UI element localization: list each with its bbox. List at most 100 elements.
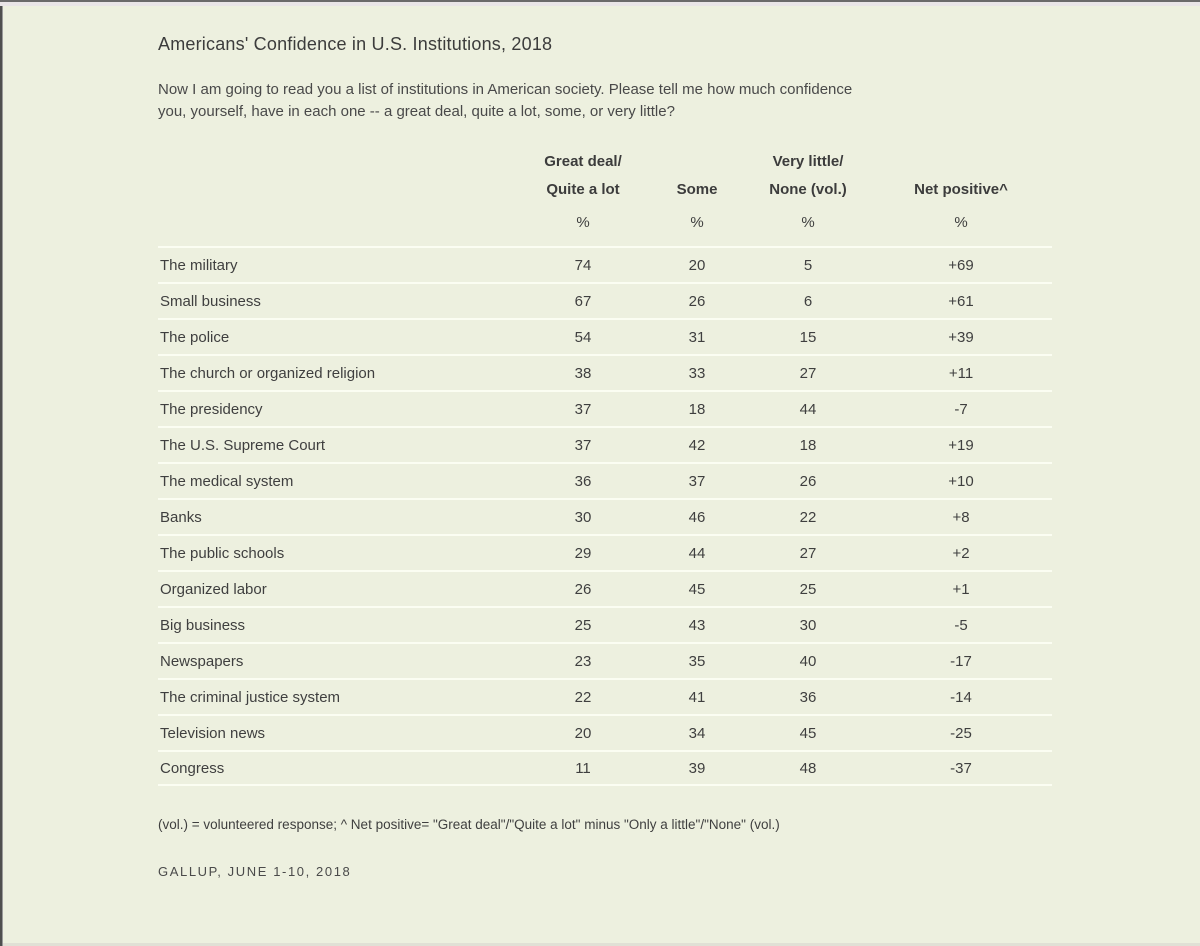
table-row: Banks 30 46 22 +8 (158, 498, 1052, 534)
footnote-text: (vol.) = volunteered response; ^ Net pos… (158, 817, 780, 832)
institution-label: Television news (160, 724, 266, 742)
some-value: 45 (688, 580, 706, 598)
net-positive-value: -5 (954, 616, 968, 634)
confidence-table: Great deal/ Very little/ Quite a lot Som… (158, 148, 1052, 786)
table-row: The U.S. Supreme Court 37 42 18 +19 (158, 426, 1052, 462)
institution-label: Banks (160, 508, 202, 526)
window-left-edge (0, 6, 2, 946)
net-positive-value: +39 (948, 328, 974, 346)
net-positive-value: +10 (948, 472, 974, 490)
table-row: The church or organized religion 38 33 2… (158, 354, 1052, 390)
very-little-value: 36 (799, 688, 817, 706)
table-body: The military 74 20 5 +69 Small business … (158, 246, 1052, 786)
institution-label: Newspapers (160, 652, 244, 670)
great-deal-value: 20 (574, 724, 592, 742)
table-row: Big business 25 43 30 -5 (158, 606, 1052, 642)
page-title: Americans' Confidence in U.S. Institutio… (158, 34, 553, 54)
great-deal-value: 22 (574, 688, 592, 706)
very-little-value: 45 (799, 724, 817, 742)
great-deal-value: 38 (574, 364, 592, 382)
some-value: 31 (688, 328, 706, 346)
table-row: Organized labor 26 45 25 +1 (158, 570, 1052, 606)
net-positive-value: +69 (948, 256, 974, 274)
great-deal-value: 67 (574, 292, 592, 310)
net-positive-value: +2 (952, 544, 970, 562)
great-deal-value: 25 (574, 616, 592, 634)
header-great-deal-line2: Quite a lot (546, 181, 620, 198)
institution-label: The public schools (160, 544, 285, 562)
table-row: The public schools 29 44 27 +2 (158, 534, 1052, 570)
some-value: 39 (688, 759, 706, 777)
header-some-line2: Some (676, 181, 718, 198)
net-positive-value: +1 (952, 580, 970, 598)
very-little-value: 44 (799, 400, 817, 418)
window-top-strip (0, 2, 1200, 6)
table-unit-row: % % % % (158, 210, 1052, 246)
table-header-line1: Great deal/ Very little/ (158, 148, 1052, 176)
window-top-edge (0, 0, 1200, 2)
institution-label: The medical system (160, 472, 294, 490)
unit-very-little: % (801, 214, 815, 231)
some-value: 42 (688, 436, 706, 454)
table-row: Newspapers 23 35 40 -17 (158, 642, 1052, 678)
header-net-positive-line2: Net positive^ (914, 181, 1008, 198)
very-little-value: 27 (799, 544, 817, 562)
some-value: 26 (688, 292, 706, 310)
net-positive-value: -14 (950, 688, 972, 706)
some-value: 35 (688, 652, 706, 670)
institution-label: The military (160, 256, 238, 274)
some-value: 41 (688, 688, 706, 706)
table-row: Television news 20 34 45 -25 (158, 714, 1052, 750)
institution-label: The presidency (160, 400, 263, 418)
some-value: 43 (688, 616, 706, 634)
net-positive-value: +19 (948, 436, 974, 454)
table-row: The presidency 37 18 44 -7 (158, 390, 1052, 426)
very-little-value: 15 (799, 328, 817, 346)
net-positive-value: -37 (950, 759, 972, 777)
great-deal-value: 74 (574, 256, 592, 274)
net-positive-value: -7 (954, 400, 968, 418)
institution-label: Congress (160, 759, 225, 777)
very-little-value: 30 (799, 616, 817, 634)
net-positive-value: +8 (952, 508, 970, 526)
great-deal-value: 54 (574, 328, 592, 346)
very-little-value: 26 (799, 472, 817, 490)
net-positive-value: +11 (948, 364, 974, 382)
great-deal-value: 26 (574, 580, 592, 598)
great-deal-value: 29 (574, 544, 592, 562)
table-row: Congress 11 39 48 -37 (158, 750, 1052, 786)
institution-label: The church or organized religion (160, 364, 376, 382)
very-little-value: 48 (799, 759, 817, 777)
great-deal-value: 23 (574, 652, 592, 670)
some-value: 20 (688, 256, 706, 274)
institution-label: The criminal justice system (160, 688, 341, 706)
header-very-little-line2: None (vol.) (769, 181, 847, 198)
great-deal-value: 36 (574, 472, 592, 490)
table-header-line2: Quite a lot Some None (vol.) Net positiv… (158, 176, 1052, 204)
some-value: 44 (688, 544, 706, 562)
header-great-deal-line1: Great deal/ (544, 153, 622, 170)
table-row: The criminal justice system 22 41 36 -14 (158, 678, 1052, 714)
great-deal-value: 11 (575, 759, 591, 777)
institution-label: Small business (160, 292, 261, 310)
unit-net-positive: % (954, 214, 968, 231)
net-positive-value: -25 (950, 724, 972, 742)
very-little-value: 22 (799, 508, 817, 526)
header-very-little-line1: Very little/ (772, 153, 844, 170)
very-little-value: 27 (799, 364, 817, 382)
table-row: The police 54 31 15 +39 (158, 318, 1052, 354)
some-value: 34 (688, 724, 706, 742)
very-little-value: 40 (799, 652, 817, 670)
institution-label: Organized labor (160, 580, 267, 598)
table-row: Small business 67 26 6 +61 (158, 282, 1052, 318)
net-positive-value: -17 (950, 652, 972, 670)
unit-some: % (690, 214, 704, 231)
window-bottom-edge (3, 943, 1200, 946)
unit-great-deal: % (576, 214, 590, 231)
very-little-value: 6 (803, 292, 813, 310)
very-little-value: 25 (799, 580, 817, 598)
window-left-edge-inner (2, 6, 3, 946)
table-row: The medical system 36 37 26 +10 (158, 462, 1052, 498)
net-positive-value: +61 (948, 292, 974, 310)
great-deal-value: 30 (574, 508, 592, 526)
